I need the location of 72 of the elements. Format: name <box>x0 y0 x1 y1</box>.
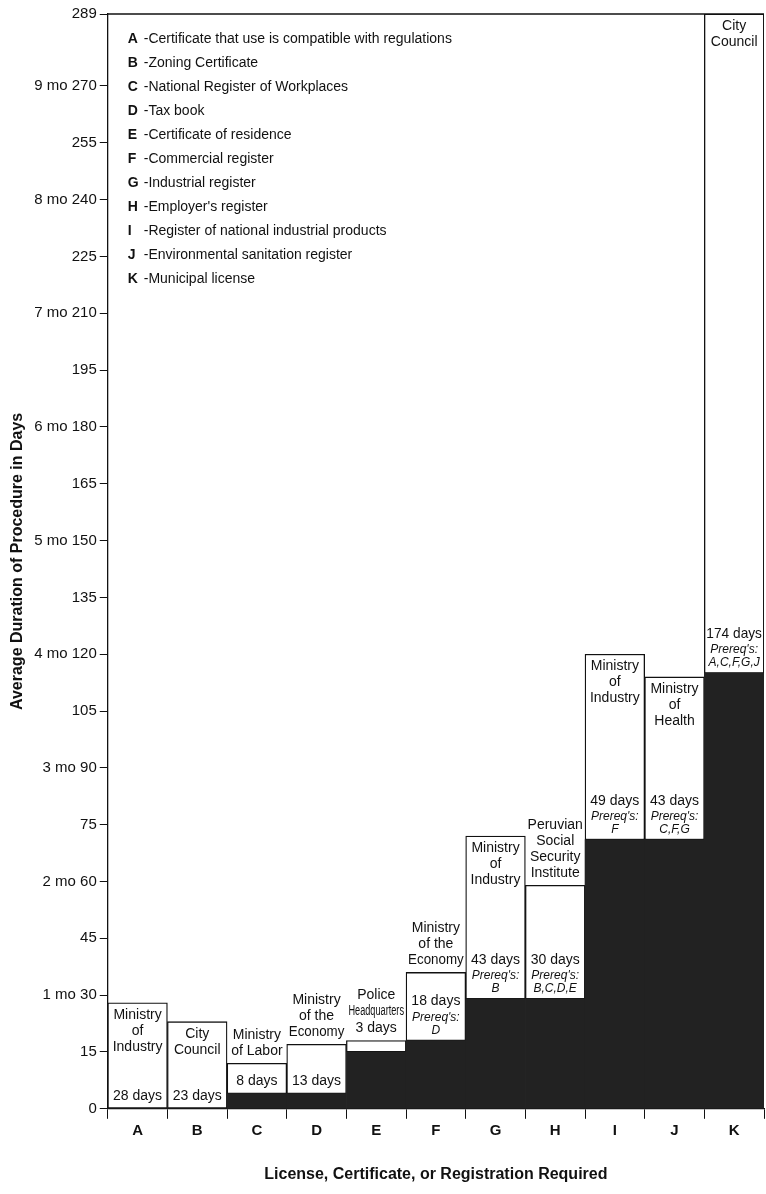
x-tick-label: K <box>728 1120 740 1138</box>
data-label: 28 days <box>113 1086 163 1103</box>
annotation: E -Certificate of residence <box>127 125 292 144</box>
x-tick-label: H <box>549 1120 561 1138</box>
x-tick-label: G <box>489 1120 502 1138</box>
annotation: C -National Register of Workplaces <box>127 77 349 96</box>
annotation: Ministry of Industry <box>470 838 521 887</box>
annotation: Ministry of Health <box>650 679 699 728</box>
annotation: I -Register of national industrial products <box>127 221 387 240</box>
y-tick-label: 9 mo 270 <box>34 76 97 94</box>
annotation: H -Employer's register <box>127 197 268 216</box>
annotation: Ministry of the Economy <box>408 919 464 968</box>
annotation: A -Certificate that use is compatible with regulations <box>127 29 452 48</box>
annotation: Prereq's: C,F,G <box>650 809 699 837</box>
y-tick-label: 195 <box>71 360 97 378</box>
x-axis-title: License, Certificate, or Registration Required <box>264 1164 608 1182</box>
y-tick-label: 75 <box>80 814 97 832</box>
data-label: 8 days <box>236 1071 278 1088</box>
y-tick-label: 0 <box>88 1098 97 1116</box>
annotation: Police Headquarters <box>348 986 405 1020</box>
y-tick-label: 165 <box>71 473 97 491</box>
y-tick-label: 45 <box>80 928 97 946</box>
annotation: Ministry of Industry <box>589 657 640 706</box>
annotation: D -Tax book <box>127 101 205 120</box>
y-tick-label: 225 <box>71 246 97 264</box>
x-tick-label: F <box>431 1120 441 1138</box>
y-tick-label: 105 <box>71 701 97 719</box>
y-tick-label: 5 mo 150 <box>34 530 97 548</box>
data-label: 43 days <box>649 791 700 808</box>
x-tick-label: B <box>191 1120 203 1138</box>
x-tick-label: J <box>670 1120 679 1138</box>
y-tick-label: 135 <box>71 587 97 605</box>
annotation: City Council <box>173 1024 221 1057</box>
y-tick-label: 3 mo 90 <box>42 758 97 775</box>
y-tick-label: 255 <box>71 132 97 150</box>
data-label: 49 days <box>590 791 640 808</box>
annotation: Prereq's: B <box>471 968 520 996</box>
data-label: 43 days <box>471 950 521 967</box>
y-tick-label: 289 <box>71 4 97 22</box>
data-label: 3 days <box>355 1019 397 1036</box>
annotation: F -Commercial register <box>127 149 274 168</box>
y-tick-label: 8 mo 240 <box>34 189 97 207</box>
data-label: 23 days <box>172 1086 222 1103</box>
annotation: Prereq's: A,C,F,G,J <box>707 642 761 670</box>
x-tick-label: E <box>371 1120 382 1138</box>
annotation: Peruvian Social Security Institute <box>527 816 583 881</box>
annotation: Prereq's: D <box>412 1009 460 1037</box>
x-tick-label: C <box>251 1120 263 1138</box>
data-label: 18 days <box>411 992 461 1009</box>
y-axis-title: Average Duration of Procedure in Days <box>8 412 26 711</box>
annotation: Ministry of Industry <box>112 1005 163 1054</box>
annotation: Ministry of the Economy <box>288 991 345 1040</box>
data-label: 174 days <box>706 624 763 642</box>
y-tick-label: 6 mo 180 <box>34 417 97 435</box>
x-tick-label: D <box>311 1120 323 1138</box>
y-tick-label: 15 <box>80 1042 97 1060</box>
annotation: Prereq's: B,C,D,E <box>531 968 580 996</box>
x-tick-label: A <box>132 1120 144 1138</box>
y-tick-label: 1 mo 30 <box>42 985 97 1003</box>
x-tick-label: I <box>612 1120 617 1138</box>
annotation: City Council <box>710 16 758 49</box>
data-label: 13 days <box>292 1071 342 1088</box>
data-label: 30 days <box>530 950 580 967</box>
annotation: J -Environmental sanitation register <box>127 245 353 264</box>
annotation: Prereq's: F <box>591 809 639 837</box>
annotation: B -Zoning Certificate <box>127 53 259 72</box>
annotation: Ministry of Labor <box>231 1026 283 1059</box>
annotation: K -Municipal license <box>127 269 256 288</box>
y-tick-label: 7 mo 210 <box>34 303 97 321</box>
y-tick-label: 4 mo 120 <box>34 644 97 662</box>
y-tick-label: 2 mo 60 <box>42 871 97 889</box>
annotation: G -Industrial register <box>127 173 256 192</box>
